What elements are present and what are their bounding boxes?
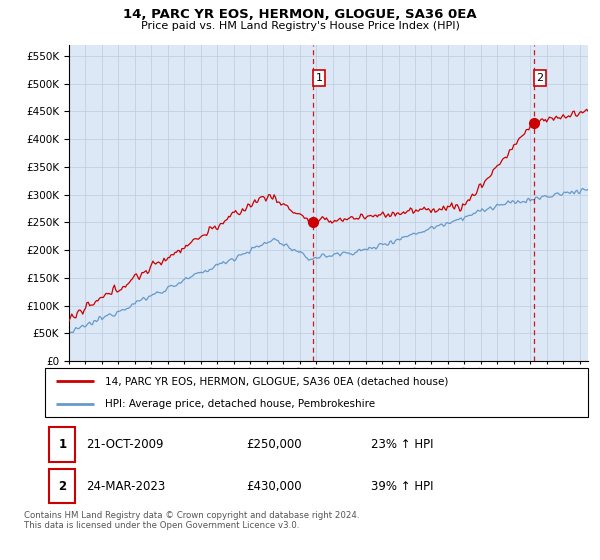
Bar (49, 427, 76, 462)
Text: 1: 1 (316, 73, 322, 83)
Text: 39% ↑ HPI: 39% ↑ HPI (371, 479, 433, 493)
Text: 2: 2 (58, 479, 67, 493)
Text: 14, PARC YR EOS, HERMON, GLOGUE, SA36 0EA (detached house): 14, PARC YR EOS, HERMON, GLOGUE, SA36 0E… (105, 376, 448, 386)
Text: £430,000: £430,000 (246, 479, 302, 493)
Text: 23% ↑ HPI: 23% ↑ HPI (371, 438, 433, 451)
Text: 24-MAR-2023: 24-MAR-2023 (86, 479, 165, 493)
Text: 1: 1 (58, 438, 67, 451)
Text: 21-OCT-2009: 21-OCT-2009 (86, 438, 163, 451)
Text: 14, PARC YR EOS, HERMON, GLOGUE, SA36 0EA: 14, PARC YR EOS, HERMON, GLOGUE, SA36 0E… (123, 8, 477, 21)
Text: 2: 2 (536, 73, 544, 83)
Text: Contains HM Land Registry data © Crown copyright and database right 2024.
This d: Contains HM Land Registry data © Crown c… (24, 511, 359, 530)
Text: Price paid vs. HM Land Registry's House Price Index (HPI): Price paid vs. HM Land Registry's House … (140, 21, 460, 31)
Text: £250,000: £250,000 (246, 438, 302, 451)
Text: HPI: Average price, detached house, Pembrokeshire: HPI: Average price, detached house, Pemb… (105, 399, 375, 409)
Bar (49, 469, 76, 503)
